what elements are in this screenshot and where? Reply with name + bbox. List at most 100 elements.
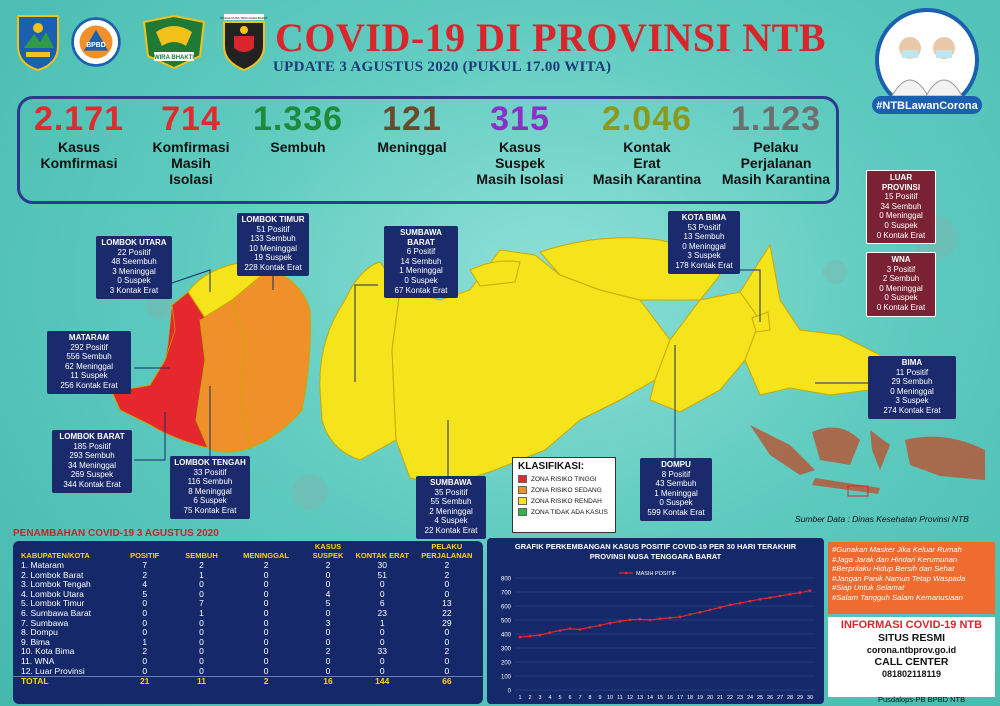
y-tick-label: 100 (501, 675, 512, 681)
data-point (528, 634, 532, 638)
region-line: 0 Suspek (117, 276, 151, 286)
row-value: 0 (142, 655, 148, 666)
x-tick-label: 29 (797, 695, 803, 701)
region-line: 116 Sembuh (187, 477, 233, 487)
data-point (688, 613, 692, 616)
region-info-lombok-timur: LOMBOK TIMUR 51 Positif 133 Sembuh 10 Me… (237, 213, 309, 276)
tip-item: #Salam Tangguh Salam Kemanusiaan (832, 592, 963, 602)
row-value: 7 (142, 560, 148, 570)
region-line: 15 Positif (884, 192, 918, 202)
row-value: 1 (379, 617, 385, 628)
region-line: 43 Sembuh (655, 479, 697, 489)
row-value: 0 (444, 665, 450, 676)
y-tick-label: 0 (508, 689, 512, 695)
row-value: 6 (379, 598, 385, 609)
x-tick-label: 12 (627, 695, 633, 701)
data-point (578, 628, 582, 631)
table-row: 8. Dompu 0 0 0 0 0 0 (13, 628, 483, 638)
row-value: 2 (444, 560, 450, 570)
x-tick-label: 16 (667, 695, 673, 701)
row-region: 11. WNA (21, 655, 55, 666)
y-tick-label: 600 (501, 605, 512, 611)
data-point (628, 618, 632, 622)
hashtag-text: #NTBLawanCorona (876, 100, 978, 112)
stat-value: 2.171 (33, 100, 125, 138)
x-tick-label: 11 (617, 695, 623, 701)
region-info-lombok-tengah: LOMBOK TENGAH 33 Positif 116 Sembuh 8 Me… (170, 456, 250, 519)
region-info-luar-provinsi: LUAR PROVINSI 15 Positif 34 Sembuh 0 Men… (866, 170, 936, 245)
row-value: 0 (142, 627, 148, 638)
data-point (648, 618, 652, 622)
region-lombok-timur[interactable] (231, 269, 311, 449)
region-line: 269 Suspek (70, 470, 114, 480)
row-value: 0 (325, 569, 331, 580)
total-label: TOTAL (13, 676, 117, 687)
x-tick-label: 26 (767, 695, 773, 701)
stat-travelers: 1.123 Pelaku Perjalanan Masih Karantina (714, 99, 838, 187)
info-phone[interactable]: 081802118119 (881, 669, 942, 679)
indonesia-inset-map (750, 425, 985, 494)
info-website-link[interactable]: corona.ntbprov.go.id (866, 645, 957, 655)
row-value: 0 (263, 646, 269, 657)
x-tick-label: 19 (697, 695, 703, 701)
row-value: 0 (142, 607, 148, 618)
row-value: 0 (444, 588, 450, 599)
leader-lines (133, 269, 868, 484)
region-kota-bima[interactable] (751, 311, 771, 333)
region-name: LUAR PROVINSI (881, 173, 921, 192)
data-point (708, 608, 712, 612)
row-value: 0 (263, 588, 269, 599)
legend-item-medium: ZONA RISIKO SEDANG (518, 486, 610, 494)
polda-logo-text: POLDA NUSA TENGGARA BARAT (220, 16, 267, 20)
bpbd-logo-icon: BPBD (71, 17, 121, 67)
daily-addition-table: KABUPATEN/KOTA POSITIF SEMBUH MENINGGAL … (13, 541, 483, 704)
region-mataram[interactable] (164, 304, 176, 361)
region-line: 33 Positif (193, 467, 227, 477)
region-name: SUMBAWA (430, 478, 472, 487)
region-dompu[interactable] (649, 291, 761, 413)
row-value: 23 (377, 607, 387, 618)
row-value: 0 (199, 588, 204, 599)
legend-swatch (518, 486, 527, 494)
region-line: 11 Positif (895, 367, 929, 377)
region-info-lombok-barat: LOMBOK BARAT 185 Positif 293 Sembuh 34 M… (52, 430, 132, 493)
total-value: 144 (353, 676, 411, 687)
row-value: 0 (325, 665, 331, 676)
region-name: LOMBOK UTARA (101, 238, 167, 247)
row-value: 0 (379, 636, 385, 647)
table-row: 12. Luar Provinsi 0 0 0 0 0 0 (13, 665, 483, 677)
total-value: 11 (173, 676, 230, 687)
stat-recovered: 1.336 Sembuh (248, 99, 348, 155)
chart-title: PROVINSI NUSA TENGGARA BARAT (589, 552, 722, 561)
region-lombok-barat[interactable] (111, 291, 209, 449)
legend-swatch (518, 497, 527, 505)
region-sumbawa-barat[interactable] (319, 261, 401, 461)
stat-deaths: 121 Meninggal (362, 99, 462, 155)
stat-label: Meninggal (377, 139, 447, 155)
data-point (668, 616, 672, 620)
x-tick-label: 14 (647, 695, 653, 701)
table-row: 7. Sumbawa 0 0 0 3 1 29 (13, 617, 483, 629)
x-tick-label: 13 (637, 695, 643, 701)
region-line: 133 Sembuh (250, 234, 296, 244)
data-point (748, 599, 752, 603)
stat-label: Pelaku Perjalanan Masih Karantina (721, 139, 831, 187)
x-tick-label: 5 (558, 695, 561, 701)
data-point (778, 594, 782, 598)
total-value: 2 (229, 676, 303, 687)
row-value: 0 (379, 665, 385, 676)
region-line: 274 Kontak Erat (883, 405, 941, 415)
health-tips: #Gunakan Masker Jika Keluar Rumah #Jaga … (828, 542, 995, 614)
legend-label: ZONA TIDAK ADA KASUS (531, 508, 608, 516)
x-tick-label: 27 (777, 695, 783, 701)
row-value: 0 (444, 655, 450, 666)
row-value: 0 (263, 569, 269, 580)
data-point (658, 617, 662, 620)
col-header: KASUS SUSPEK (312, 542, 344, 560)
island-small (469, 260, 521, 287)
row-region: 12. Luar Provinsi (21, 665, 85, 676)
region-line: 0 Suspek (659, 498, 693, 508)
region-info-dompu: DOMPU 8 Positif 43 Sembuh 1 Meninggal 0 … (640, 458, 712, 521)
region-line: 55 Sembuh (430, 497, 472, 507)
legend-label: ZONA RISIKO SEDANG (531, 486, 602, 494)
